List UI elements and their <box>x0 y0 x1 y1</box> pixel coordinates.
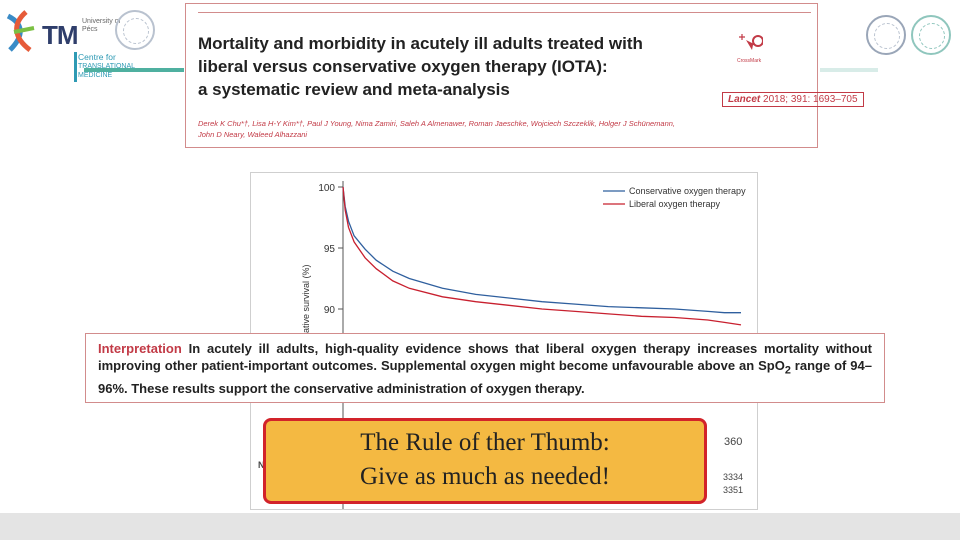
rule-of-thumb-line1: The Rule of ther Thumb: <box>360 429 610 456</box>
rule-of-thumb-callout: The Rule of ther Thumb: Give as much as … <box>263 418 707 504</box>
university-name: University of Pécs <box>82 18 121 33</box>
n-at-risk-label: N <box>258 460 265 470</box>
legend-label-1: Liberal oxygen therapy <box>629 199 721 209</box>
interpretation-label: Interpretation <box>98 341 182 356</box>
crossmark-label: CrossMark <box>737 58 762 64</box>
logo-mark: TM <box>42 20 79 50</box>
series-line-1 <box>342 186 742 326</box>
author-list: Derek K Chu*†, Lisa H-Y Kim*†, Paul J Yo… <box>198 119 676 139</box>
rule-of-thumb-line2: Give as much as needed! <box>360 463 610 490</box>
logo-divider <box>74 52 77 82</box>
centre-name: Centre for TRANSLATIONAL MEDICINE <box>78 52 136 80</box>
header-rule <box>198 12 811 13</box>
series-line-0 <box>342 186 741 314</box>
interpretation-box: Interpretation In acutely ill adults, hi… <box>85 333 885 403</box>
partner-seal-icon-2 <box>911 15 951 55</box>
n-at-risk-conservative: 3334 <box>723 472 744 482</box>
footer-bar <box>0 513 960 540</box>
y-axis-label: ative survival (%) <box>301 264 311 333</box>
header-accent-line-right <box>820 68 878 72</box>
dna-logo-icon <box>6 10 35 52</box>
legend-label-0: Conservative oxygen therapy <box>629 186 746 196</box>
y-tick-label: 95 <box>324 244 336 255</box>
x-tick-360: 360 <box>724 436 743 448</box>
interpretation-text: Interpretation In acutely ill adults, hi… <box>98 341 872 396</box>
article-header: Mortality and morbidity in acutely ill a… <box>185 3 864 148</box>
crossmark-icon[interactable] <box>739 32 763 58</box>
partner-seal-icon <box>866 15 906 55</box>
y-tick-label: 90 <box>324 305 336 316</box>
citation-link[interactable]: Lancet 2018; 391: 1693–705 <box>722 92 864 107</box>
y-tick-label: 100 <box>318 183 335 194</box>
university-seal-icon <box>115 10 155 50</box>
n-at-risk-liberal: 3351 <box>723 485 744 495</box>
tm-logo: TM University of Pécs Centre for TRANSLA… <box>4 6 154 86</box>
header-accent-line <box>84 68 184 72</box>
article-title: Mortality and morbidity in acutely ill a… <box>198 34 643 99</box>
